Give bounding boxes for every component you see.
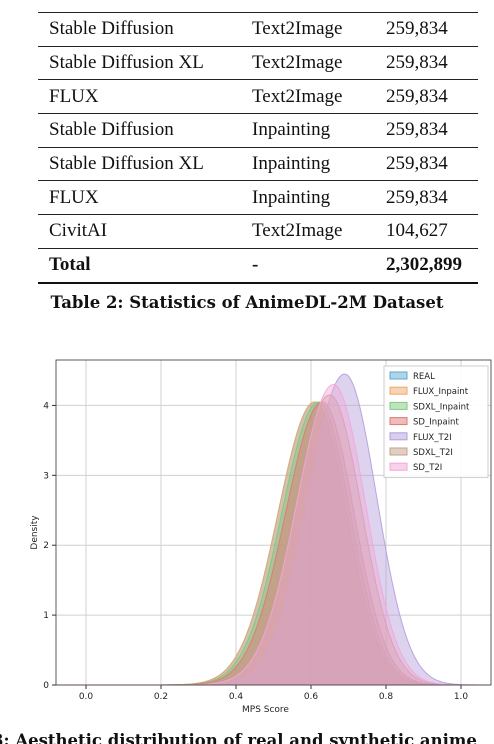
- table-row: Stable Diffusion XL Text2Image 259,834: [38, 46, 478, 80]
- y-tick-label: 1: [43, 611, 49, 621]
- table-row: FLUX Inpainting 259,834: [38, 181, 478, 215]
- legend-label: FLUX_T2I: [413, 433, 452, 443]
- legend-label: SD_Inpaint: [413, 418, 459, 428]
- table-row: CivitAI Text2Image 104,627: [38, 215, 478, 249]
- table-cell-model: CivitAI: [49, 220, 108, 242]
- legend-swatch: [389, 417, 408, 426]
- table-cell-task: Inpainting: [252, 186, 331, 208]
- y-tick-label: 0: [43, 681, 49, 691]
- table-cell-task: Text2Image: [252, 85, 343, 107]
- axes-frame: [55, 359, 492, 686]
- dataset-statistics-table: DanbooruReal659,288 Stable Diffusion Text2…: [38, 0, 478, 284]
- table-cell-task: Real: [241, 0, 375, 13]
- x-tick-label: 0.2: [154, 692, 168, 702]
- legend-label: SD_T2I: [413, 463, 442, 473]
- table-row: DanbooruReal659,288: [38, 0, 478, 13]
- legend-label: REAL: [413, 372, 435, 382]
- legend-label: SDXL_Inpaint: [413, 402, 470, 412]
- table-cell-model: Danbooru: [38, 0, 241, 13]
- table-cell-count: 259,834: [386, 85, 448, 107]
- legend-label: FLUX_Inpaint: [413, 387, 469, 397]
- table-row: FLUX Text2Image 259,834: [38, 80, 478, 114]
- table-cell-model: Stable Diffusion: [49, 18, 174, 40]
- table-cell-count: 259,834: [386, 18, 448, 40]
- table-cell-model: FLUX: [49, 186, 99, 208]
- total-cell-model: Total: [49, 254, 91, 276]
- x-tick-label: 0.4: [229, 692, 244, 702]
- table-cell-count: 259,834: [386, 52, 448, 74]
- legend-swatch: [389, 371, 408, 380]
- table-cell-count: 659,288: [375, 0, 478, 13]
- table-row: Stable Diffusion Inpainting 259,834: [38, 114, 478, 148]
- table-cell-task: Inpainting: [252, 119, 331, 141]
- x-axis-label: MPS Score: [242, 705, 289, 715]
- density-chart: 0.0 0.2 0.4 0.6 0.8 1.0 0 1 2 3 4 MPS Score Density R…: [30, 359, 492, 715]
- table-cell-count: 104,627: [386, 220, 448, 242]
- legend-swatch: [389, 386, 408, 395]
- table-row: Stable Diffusion Text2Image 259,834: [38, 13, 478, 47]
- x-tick-label: 1.0: [454, 692, 469, 702]
- figure-caption: 3: Aesthetic distribution of real and sy…: [0, 731, 477, 744]
- y-tick-label: 4: [43, 401, 49, 411]
- table-cell-task: Inpainting: [252, 153, 331, 175]
- table-cell-task: Text2Image: [252, 52, 343, 74]
- table-cell-model: Stable Diffusion XL: [49, 52, 204, 74]
- table-row: Stable Diffusion XL Inpainting 259,834: [38, 147, 478, 181]
- table-row-total: Total - 2,302,899: [38, 248, 478, 283]
- total-cell-count: 2,302,899: [386, 254, 462, 276]
- legend-swatch: [389, 432, 408, 441]
- x-tick-label: 0.8: [379, 692, 394, 702]
- table-cell-model: Stable Diffusion: [49, 119, 174, 141]
- x-tick-label: 0.0: [79, 692, 94, 702]
- y-tick-label: 2: [43, 541, 49, 551]
- legend-label: SDXL_T2I: [413, 448, 453, 458]
- table-cell-count: 259,834: [386, 186, 448, 208]
- legend-swatch: [389, 447, 408, 456]
- legend-swatch: [389, 401, 408, 410]
- table-cell-task: Text2Image: [252, 18, 343, 40]
- table-caption: Table 2: Statistics of AnimeDL-2M Datase…: [50, 293, 444, 312]
- x-tick-label: 0.6: [304, 692, 319, 702]
- total-cell-task: -: [252, 254, 259, 276]
- table-cell-model: Stable Diffusion XL: [49, 153, 204, 175]
- legend-swatch: [389, 462, 408, 471]
- y-tick-label: 3: [43, 471, 49, 481]
- y-axis-label: Density: [30, 515, 40, 550]
- table-cell-count: 259,834: [386, 153, 448, 175]
- table-cell-task: Text2Image: [252, 220, 343, 242]
- table-cell-count: 259,834: [386, 119, 448, 141]
- table-cell-model: FLUX: [49, 85, 99, 107]
